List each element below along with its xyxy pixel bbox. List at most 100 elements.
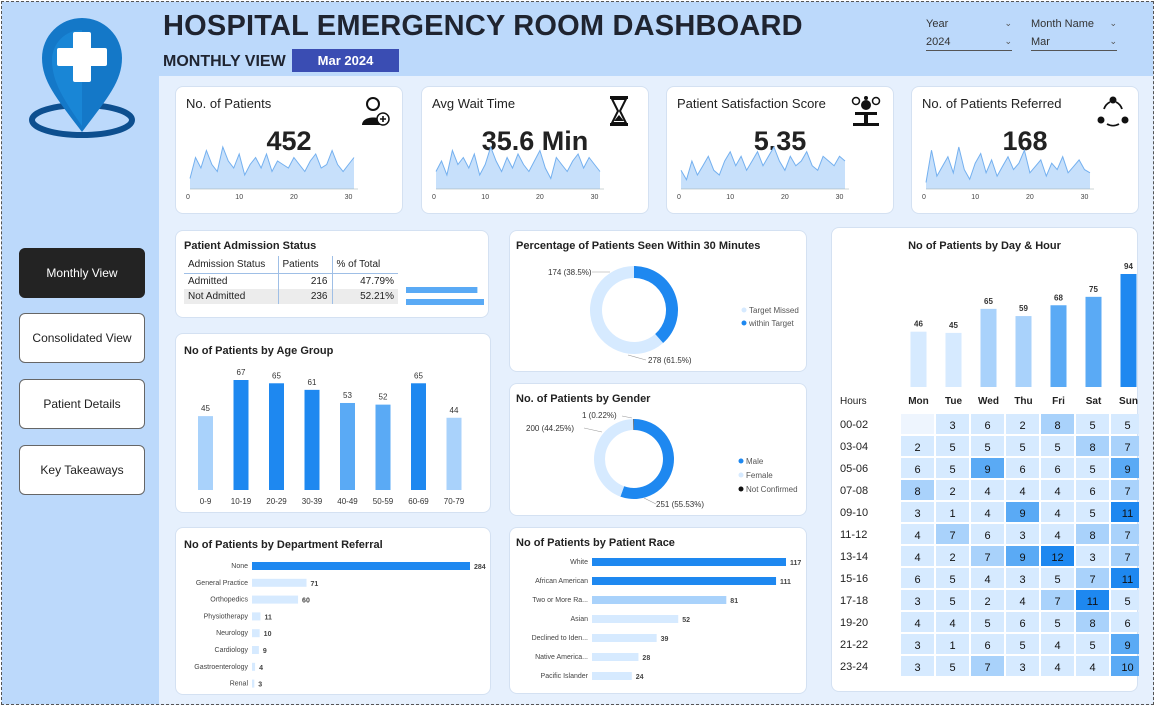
legend-label: Female — [746, 471, 773, 480]
nav-button-patient-details[interactable]: Patient Details — [19, 379, 145, 429]
heatmap-column-header: Wed — [978, 396, 999, 407]
legend-marker — [741, 320, 747, 326]
bar — [252, 629, 260, 638]
bar — [910, 331, 927, 387]
heatmap-value: 4 — [1089, 662, 1095, 674]
kpi-sparkline: 0 10 20 30 — [186, 145, 358, 201]
heatmap-value: 5 — [1124, 596, 1130, 608]
data-label: 75 — [1089, 285, 1098, 294]
table-row[interactable]: Admitted 216 47.79% — [184, 273, 398, 289]
bar — [252, 679, 255, 688]
chevron-down-icon[interactable]: ⌄ — [1004, 36, 1012, 46]
tick-label: 20 — [1026, 194, 1034, 201]
heatmap-cell — [1041, 568, 1074, 588]
bar — [1050, 305, 1067, 387]
heatmap-value: 5 — [949, 596, 955, 608]
data-label: 68 — [1054, 293, 1063, 302]
heatmap-cell — [936, 436, 969, 456]
heatmap-cell — [901, 568, 934, 588]
nav-button-key-takeaways[interactable]: Key Takeaways — [19, 445, 145, 495]
data-label: 10 — [264, 631, 272, 638]
heatmap-cell — [1006, 524, 1039, 544]
heatmap-cell — [971, 436, 1004, 456]
data-label: 53 — [343, 391, 352, 400]
heatmap-value: 2 — [949, 552, 955, 564]
heatmap-row-header: Hours — [840, 396, 867, 407]
bar — [252, 595, 299, 604]
tick-label: 0-9 — [200, 497, 212, 506]
heatmap-value: 3 — [914, 662, 920, 674]
chevron-down-icon[interactable]: ⌄ — [1109, 18, 1117, 28]
heatmap-cell — [1111, 436, 1139, 456]
heatmap-cell — [1006, 436, 1039, 456]
tick-label: 0 — [922, 194, 926, 201]
data-label: 65 — [272, 371, 281, 380]
kpi-card-patients: No. of Patients 452 0 10 20 30 — [175, 86, 403, 214]
heatmap-value: 6 — [1019, 618, 1025, 630]
heatmap-value: 4 — [1019, 486, 1025, 498]
data-label: 52 — [379, 393, 388, 402]
bar — [1120, 274, 1137, 387]
chevron-down-icon[interactable]: ⌄ — [1004, 18, 1012, 28]
data-label: 3 — [258, 682, 262, 689]
data-label: 71 — [311, 581, 319, 588]
heatmap-cell — [1111, 524, 1139, 544]
col-header: Patients — [278, 256, 333, 274]
admission-bar — [406, 287, 478, 293]
category-label: General Practice — [196, 580, 248, 587]
age-group-chart: 45 0-9 67 10-19 65 20-29 61 30-39 53 40-49 52 50-59… — [198, 368, 465, 506]
heatmap-cell — [901, 414, 934, 434]
department-referral-title: No of Patients by Department Referral — [184, 539, 383, 551]
heatmap-cell — [1041, 546, 1074, 566]
kpi-value: 452 — [266, 126, 312, 156]
bar — [304, 389, 320, 490]
table-row[interactable]: Not Admitted 236 52.21% — [184, 289, 398, 304]
patient-icon — [362, 97, 390, 126]
heatmap-cell — [936, 612, 969, 632]
heatmap-row-label: 17-18 — [840, 595, 868, 607]
month-slicer[interactable]: Month Name ⌄ Mar ⌄ — [1031, 18, 1117, 51]
heatmap-cell — [1076, 480, 1109, 500]
tick-label: 10 — [726, 194, 734, 201]
heatmap-value: 11 — [1122, 574, 1133, 586]
heatmap-cell — [1076, 656, 1109, 676]
tick-label: 10 — [481, 194, 489, 201]
category-label: Physiotherapy — [204, 613, 249, 620]
data-label: 81 — [730, 598, 738, 605]
heatmap-cell — [936, 590, 969, 610]
heatmap-cell — [901, 590, 934, 610]
heatmap-cell — [1006, 656, 1039, 676]
heatmap-value: 6 — [984, 640, 990, 652]
month-slicer-value[interactable]: Mar — [1031, 36, 1050, 48]
data-label: 1 (0.22%) — [582, 411, 617, 420]
heatmap-cell — [901, 502, 934, 522]
year-slicer-value[interactable]: 2024 — [926, 36, 951, 48]
nav-button-consolidated-view[interactable]: Consolidated View — [19, 313, 145, 363]
category-label: Neurology — [216, 630, 248, 637]
bar — [411, 383, 426, 490]
admission-bar — [406, 299, 484, 305]
data-label: 200 (44.25%) — [526, 424, 574, 433]
heatmap-value: 4 — [1054, 486, 1060, 498]
heatmap-cell — [1076, 546, 1109, 566]
year-slicer[interactable]: Year ⌄ 2024 ⌄ — [926, 18, 1012, 51]
heatmap-cell — [1041, 414, 1074, 434]
nav-button-monthly-view[interactable]: Monthly View — [19, 248, 145, 298]
heatmap-value: 6 — [1019, 464, 1025, 476]
bar — [340, 402, 355, 490]
heatmap-value: 6 — [984, 420, 990, 432]
heatmap-value: 8 — [914, 486, 920, 498]
tick-label: 10 — [235, 194, 243, 201]
kpi-sparkline: 0 10 20 30 — [922, 146, 1094, 201]
heatmap-value: 7 — [949, 530, 955, 542]
cell-status: Not Admitted — [184, 289, 279, 304]
patient-race-title: No of Patients by Patient Race — [516, 537, 675, 549]
chevron-down-icon[interactable]: ⌄ — [1109, 36, 1117, 46]
heatmap-cell — [971, 568, 1004, 588]
heatmap-cell — [901, 546, 934, 566]
heatmap-cell — [1041, 458, 1074, 478]
heatmap-cell — [1041, 436, 1074, 456]
tick-label: 0 — [186, 194, 190, 201]
heatmap-value: 5 — [1019, 640, 1025, 652]
heatmap-value: 5 — [1089, 508, 1095, 520]
